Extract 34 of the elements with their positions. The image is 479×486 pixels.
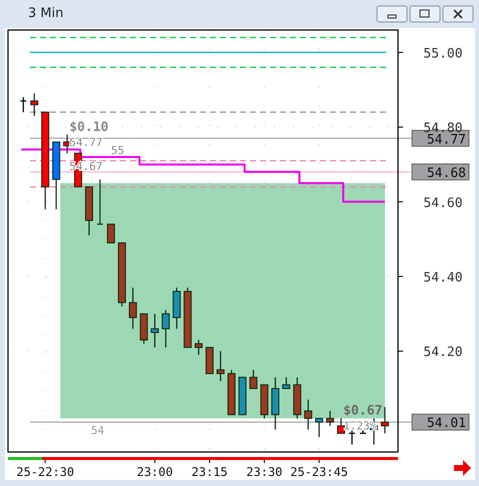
ref-line-label: 54.68 bbox=[426, 166, 466, 181]
candlestick bbox=[282, 376, 290, 390]
candlestick bbox=[96, 178, 104, 225]
x-tick-label: 25-22:30 bbox=[16, 465, 74, 479]
chart-title: 3 Min bbox=[28, 6, 64, 21]
annotation: 54.77 bbox=[69, 136, 102, 149]
annotation: $0.10 bbox=[69, 120, 109, 135]
annotation: 54 bbox=[91, 424, 105, 437]
x-tick-label: 23:15 bbox=[192, 465, 228, 479]
candlestick bbox=[315, 418, 324, 438]
candlestick bbox=[337, 418, 346, 434]
candlestick bbox=[304, 399, 312, 430]
candlestick bbox=[106, 224, 115, 244]
x-tick-label: 23:30 bbox=[246, 465, 282, 479]
candlestick bbox=[380, 406, 389, 434]
annotation: $0.67 bbox=[343, 404, 382, 419]
ref-line-label: 54.77 bbox=[426, 132, 466, 148]
x-tick-label: 25-23:45 bbox=[290, 465, 348, 479]
candlestick bbox=[162, 309, 170, 348]
annotation: 55 bbox=[110, 144, 124, 157]
y-tick-label: 54.20 bbox=[423, 345, 463, 360]
candlestick bbox=[194, 339, 203, 356]
candlestick bbox=[249, 369, 258, 390]
ref-line-label: 54.01 bbox=[426, 416, 466, 432]
y-tick-label: 55.00 bbox=[423, 46, 463, 62]
candlestick bbox=[216, 350, 225, 382]
candlestick bbox=[30, 92, 38, 116]
candlestick bbox=[348, 428, 356, 446]
y-tick-label: 54.40 bbox=[423, 270, 463, 286]
candlestick bbox=[150, 313, 159, 348]
candlestick bbox=[326, 410, 334, 426]
candlestick bbox=[128, 287, 137, 330]
x-tick-label: 23:00 bbox=[136, 465, 173, 479]
y-tick-label: 54.60 bbox=[423, 196, 463, 211]
